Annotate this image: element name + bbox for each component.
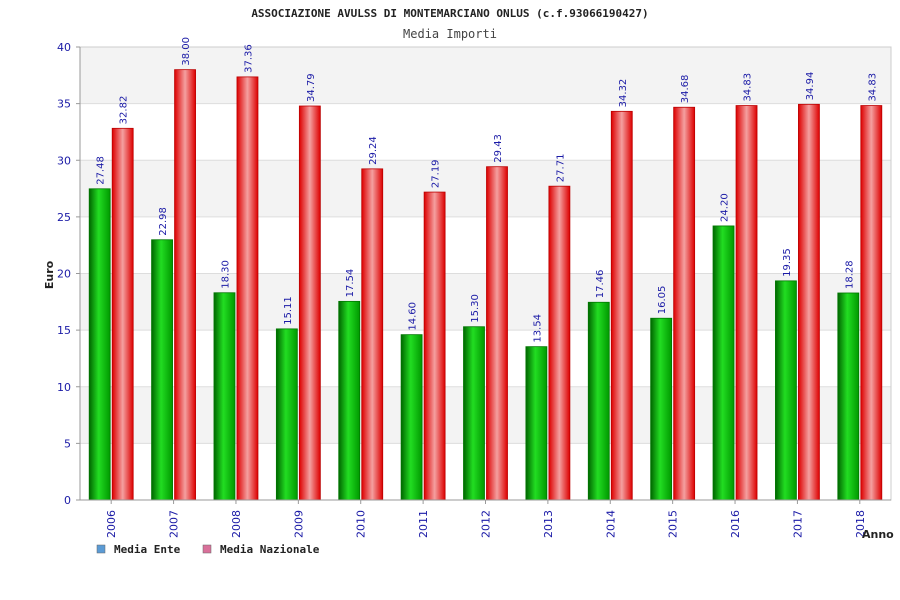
- data-label: 34.79: [306, 73, 317, 102]
- x-tick-label: 2013: [542, 510, 555, 538]
- x-tick-label: 2009: [292, 510, 305, 538]
- bars: 27.48 22.98 18.30 15.11 17.54 14.60 15.30 13.54…: [88, 37, 883, 501]
- y-tick-label: 35: [57, 98, 71, 111]
- bar: [361, 168, 384, 501]
- bar: [423, 191, 446, 501]
- grid-band: [80, 160, 891, 217]
- grid-band: [80, 443, 891, 500]
- chart-subtitle: Media Importi: [403, 27, 497, 41]
- bar: [463, 326, 485, 501]
- data-label: 34.68: [680, 75, 691, 104]
- data-label: 34.32: [618, 79, 629, 108]
- data-label: 37.36: [243, 44, 254, 73]
- data-label: 15.11: [283, 296, 294, 325]
- bar: [275, 328, 298, 501]
- bar: [174, 69, 196, 501]
- bar: [525, 346, 548, 501]
- x-tick-label: 2011: [417, 510, 430, 538]
- data-label: 24.20: [720, 193, 731, 222]
- y-tick-label: 20: [57, 268, 71, 281]
- bar: [798, 103, 820, 501]
- grid-band: [80, 386, 891, 444]
- y-tick-label: 10: [57, 381, 71, 394]
- data-label: 32.82: [119, 96, 130, 125]
- bar: [400, 334, 423, 501]
- y-tick-label: 5: [64, 437, 71, 450]
- bar: [860, 105, 883, 501]
- y-tick-label: 15: [57, 324, 71, 337]
- bar: [837, 292, 860, 501]
- legend-swatch: [96, 544, 106, 554]
- bar: [151, 239, 173, 501]
- data-label: 22.98: [158, 207, 169, 236]
- data-label: 27.71: [555, 154, 566, 183]
- x-tick-label: 2010: [355, 510, 368, 538]
- bar: [775, 280, 797, 501]
- grid-band: [80, 103, 891, 161]
- chart-title: ASSOCIAZIONE AVULSS DI MONTEMARCIANO ONL…: [251, 7, 648, 20]
- data-label: 15.30: [470, 294, 481, 323]
- bar: [548, 185, 571, 501]
- bar: [298, 105, 321, 501]
- data-label: 18.30: [220, 260, 231, 289]
- x-tick-label: 2016: [729, 510, 742, 538]
- grid-band: [80, 273, 891, 331]
- bar: [236, 76, 259, 501]
- bar: [735, 105, 758, 501]
- y-tick-label: 25: [57, 211, 71, 224]
- legend-label: Media Ente: [114, 543, 181, 556]
- data-label: 38.00: [181, 37, 192, 66]
- x-axis: 2006 2007 2008 2009 2010 2011 2012 2013 2014 2015…: [80, 499, 891, 538]
- data-label: 17.54: [345, 269, 356, 298]
- data-label: 29.43: [493, 134, 504, 163]
- data-label: 34.83: [743, 73, 754, 102]
- y-axis-label: Euro: [43, 260, 56, 289]
- bar: [610, 110, 633, 501]
- plot-background: [79, 46, 892, 501]
- data-label: 27.48: [96, 156, 107, 185]
- x-axis-label: Anno: [862, 528, 894, 541]
- y-tick-label: 40: [57, 41, 71, 54]
- y-tick-label: 0: [64, 494, 71, 507]
- bar: [88, 188, 111, 501]
- bar: [486, 166, 508, 501]
- data-label: 29.24: [368, 136, 379, 165]
- grid-band: [80, 216, 891, 274]
- data-label: 27.19: [431, 159, 442, 188]
- bar: [338, 300, 361, 501]
- legend: Media Ente Media Nazionale: [96, 543, 320, 556]
- y-tick-label: 30: [57, 154, 71, 167]
- grid-band: [80, 47, 891, 104]
- bar: [650, 317, 673, 501]
- x-tick-label: 2018: [854, 510, 867, 538]
- x-tick-label: 2008: [230, 510, 243, 538]
- x-tick-label: 2015: [667, 510, 680, 538]
- bar: [673, 106, 696, 501]
- data-label: 19.35: [782, 248, 793, 277]
- data-label: 16.05: [657, 286, 668, 315]
- y-axis: 0 5 10 15 20 25 30 35 40: [57, 41, 81, 507]
- bar: [213, 292, 236, 501]
- x-tick-label: 2007: [168, 510, 181, 538]
- bar: [111, 127, 134, 501]
- legend-swatch: [202, 544, 212, 554]
- grid-band: [80, 330, 891, 387]
- bar: [712, 225, 735, 501]
- x-tick-label: 2014: [604, 510, 617, 538]
- x-tick-label: 2017: [791, 510, 804, 538]
- data-label: 17.46: [595, 270, 606, 299]
- data-label: 14.60: [408, 302, 419, 331]
- data-label: 18.28: [844, 260, 855, 289]
- x-tick-label: 2012: [480, 510, 493, 538]
- data-label: 13.54: [532, 314, 543, 343]
- data-label: 34.94: [805, 72, 816, 101]
- bar: [587, 301, 610, 501]
- legend-label: Media Nazionale: [220, 543, 320, 556]
- data-label: 34.83: [867, 73, 878, 102]
- x-tick-label: 2006: [105, 510, 118, 538]
